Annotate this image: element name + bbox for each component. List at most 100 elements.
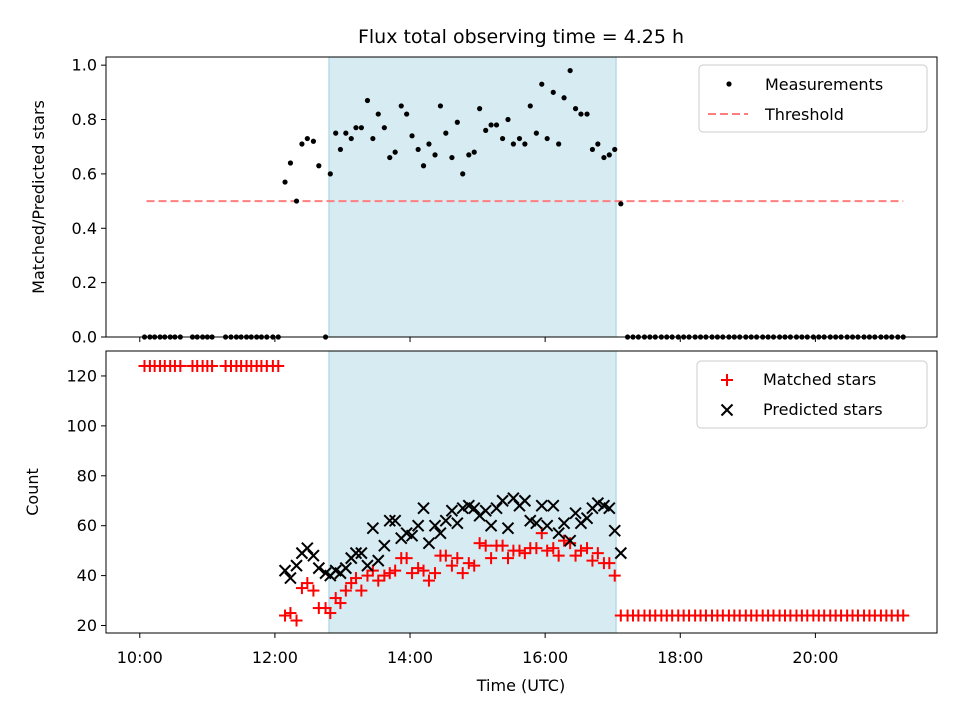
measurement-point bbox=[561, 95, 567, 101]
measurement-point bbox=[409, 133, 415, 139]
matched-star-point bbox=[586, 554, 599, 567]
matched-legend-marker bbox=[721, 374, 733, 386]
matched-star-point bbox=[462, 557, 475, 570]
y-tick-label: 0.8 bbox=[72, 110, 97, 129]
measurement-point bbox=[404, 111, 410, 117]
x-tick-label: 16:00 bbox=[522, 648, 568, 667]
measurement-point bbox=[454, 119, 460, 125]
measurement-point bbox=[310, 138, 317, 144]
measurement-point bbox=[516, 135, 523, 142]
measurement-point bbox=[370, 135, 376, 142]
legend-measurements: Measurements bbox=[765, 75, 883, 94]
measurement-point bbox=[364, 97, 371, 104]
matched-star-point bbox=[290, 614, 303, 627]
predicted-star-point bbox=[312, 561, 326, 575]
predicted-star-point bbox=[411, 519, 425, 532]
y-tick-label: 20 bbox=[77, 616, 97, 635]
matched-star-point bbox=[355, 584, 368, 597]
measurement-point bbox=[293, 198, 300, 204]
matched-star-point bbox=[608, 569, 621, 582]
predicted-star-point bbox=[388, 514, 402, 527]
measurement-point bbox=[460, 171, 466, 177]
predicted-star-point bbox=[383, 514, 396, 527]
x-axis-label: Time (UTC) bbox=[476, 676, 565, 695]
matched-star-point bbox=[552, 549, 565, 562]
matched-star-point bbox=[541, 544, 554, 557]
predicted-star-point bbox=[479, 504, 492, 517]
predicted-star-point bbox=[405, 529, 419, 542]
matched-star-point bbox=[485, 552, 498, 565]
x-tick-label: 10:00 bbox=[117, 648, 163, 667]
measurement-point bbox=[381, 125, 387, 131]
predicted-star-point bbox=[557, 516, 571, 530]
legend-threshold: Threshold bbox=[764, 105, 844, 124]
predicted-star-point bbox=[518, 494, 532, 507]
matched-star-point bbox=[429, 567, 442, 580]
predicted-star-point bbox=[580, 511, 594, 525]
measurement-point bbox=[550, 89, 556, 95]
y-tick-label: 0.0 bbox=[72, 328, 97, 347]
predicted-star-point bbox=[355, 546, 368, 560]
measurement-point bbox=[415, 146, 421, 153]
predicted-star-point bbox=[445, 504, 459, 517]
x-tick-label: 14:00 bbox=[387, 648, 433, 667]
bottom-shaded-span bbox=[328, 350, 617, 634]
measurement-point bbox=[601, 154, 607, 161]
predicted-star-point bbox=[535, 499, 548, 512]
top-shaded-span bbox=[328, 56, 617, 338]
matched-star-point bbox=[422, 574, 435, 587]
chart-title: Flux total observing time = 4.25 h bbox=[358, 26, 684, 48]
y-tick-label: 40 bbox=[77, 566, 97, 585]
top-legend: Measurements Threshold bbox=[698, 64, 928, 133]
measurement-point bbox=[505, 116, 511, 123]
top-legend-box bbox=[698, 64, 928, 133]
matched-star-point bbox=[412, 562, 425, 575]
measurement-point bbox=[287, 160, 294, 166]
measurement-point bbox=[483, 127, 489, 133]
predicted-star-point bbox=[530, 516, 543, 530]
measurement-point bbox=[471, 149, 477, 155]
measurement-point bbox=[337, 146, 344, 153]
predicted-star-point bbox=[417, 502, 430, 515]
predicted-star-point bbox=[484, 519, 498, 532]
measurement-point bbox=[606, 152, 612, 158]
measurement-point bbox=[578, 111, 584, 117]
predicted-star-point bbox=[552, 526, 565, 540]
matched-star-point bbox=[400, 552, 413, 565]
predicted-star-point bbox=[614, 546, 628, 560]
predicted-star-point bbox=[284, 571, 297, 585]
predicted-star-point bbox=[547, 499, 560, 512]
measurement-point bbox=[527, 103, 533, 109]
predicted-star-point bbox=[468, 502, 481, 515]
y-tick-label: 0.6 bbox=[72, 164, 97, 183]
matched-star-point bbox=[339, 584, 352, 597]
matched-star-point bbox=[564, 537, 577, 550]
bottom-plot-frame bbox=[105, 350, 938, 634]
measurement-point bbox=[299, 141, 305, 147]
measurement-point bbox=[584, 111, 590, 117]
measurement-point bbox=[304, 135, 310, 142]
measurement-point bbox=[327, 171, 333, 177]
predicted-star-point bbox=[278, 564, 292, 577]
predicted-star-point bbox=[290, 559, 303, 572]
x-tick-label: 20:00 bbox=[792, 648, 838, 667]
y-tick-label: 0.2 bbox=[72, 273, 97, 292]
matched-star-point bbox=[417, 564, 430, 577]
matched-star-point bbox=[445, 559, 458, 572]
measurement-point bbox=[522, 141, 528, 147]
measurement-point bbox=[618, 201, 624, 207]
matched-star-point bbox=[496, 539, 509, 552]
matched-star-point bbox=[547, 542, 560, 555]
measurement-point bbox=[432, 152, 438, 158]
measurement-point bbox=[375, 111, 381, 117]
matched-star-point bbox=[473, 537, 486, 550]
measurement-point bbox=[449, 154, 455, 161]
predicted-legend-marker bbox=[720, 403, 734, 417]
measurement-point bbox=[353, 125, 359, 131]
measurement-point bbox=[493, 122, 500, 128]
matched-star-point bbox=[581, 542, 594, 555]
measurement-point bbox=[426, 141, 432, 147]
matched-star-point bbox=[272, 359, 285, 372]
measurement-point bbox=[533, 130, 539, 136]
